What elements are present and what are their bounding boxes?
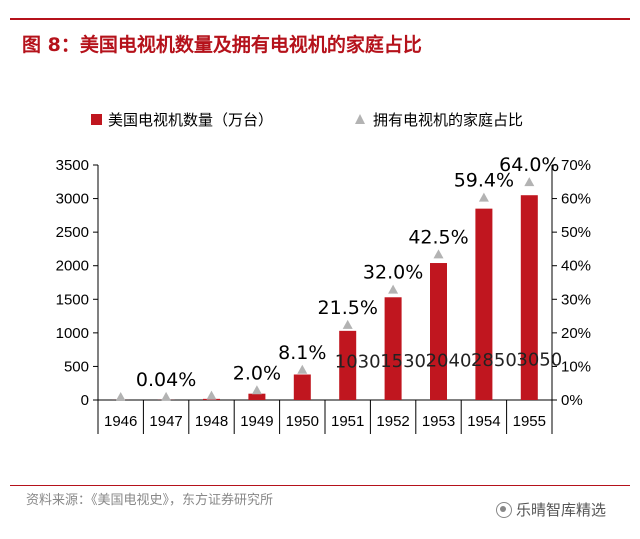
- share-data-label: 21.5%: [318, 297, 378, 319]
- data-labels: 0.04% 2.0%8.1% 21.5% 32.0% 42.5% 59.4%64.0% 10…: [136, 154, 562, 391]
- y-tick-label: 500: [64, 358, 89, 375]
- x-tick-label: 1947: [149, 413, 182, 430]
- x-tick-label: 1950: [286, 413, 319, 430]
- markers: [115, 177, 535, 401]
- y2-tick-label: 0%: [561, 392, 583, 409]
- y2-tick-label: 70%: [561, 157, 591, 174]
- y-tick-label: 3000: [56, 191, 89, 208]
- y2-tick-label: 20%: [561, 325, 591, 342]
- x-tick-label: 1949: [240, 413, 273, 430]
- x-tick-label: 1948: [195, 413, 228, 430]
- count-data-label: 2040: [426, 351, 472, 372]
- count-data-label: 1530: [380, 351, 426, 372]
- bars: [112, 195, 538, 400]
- bar: [384, 297, 402, 400]
- share-data-label: 2.0%: [233, 362, 281, 384]
- share-data-label: 32.0%: [363, 262, 423, 284]
- y-tick-label: 1500: [56, 291, 89, 308]
- count-data-label: 3050: [516, 350, 562, 371]
- count-data-label: 1030: [335, 352, 381, 373]
- share-data-label: 64.0%: [499, 154, 559, 176]
- share-marker: [206, 390, 217, 400]
- wechat-logo-icon: [496, 502, 512, 518]
- share-marker: [478, 192, 489, 202]
- x-tick-label: 1954: [467, 413, 500, 430]
- bar: [339, 330, 357, 400]
- legend: 美国电视机数量（万台） 拥有电视机的家庭占比: [91, 111, 523, 129]
- figure-title: 图 8：美国电视机数量及拥有电视机的家庭占比: [22, 34, 422, 56]
- bottom-rule: [10, 485, 630, 486]
- y-tick-label: 2000: [56, 258, 89, 275]
- bar: [430, 263, 447, 400]
- y2-tick-label: 50%: [561, 224, 591, 241]
- legend-bar-label: 美国电视机数量（万台）: [108, 111, 273, 129]
- share-data-label: 42.5%: [408, 226, 468, 248]
- share-marker: [433, 249, 444, 259]
- y-tick-label: 2500: [56, 224, 89, 241]
- share-marker: [388, 284, 399, 294]
- y-tick-label: 1000: [56, 325, 89, 342]
- bar: [475, 208, 493, 400]
- legend-marker-swatch: [355, 114, 365, 124]
- axes: 0 500 1000 1500 2000 2500 3000 3500 0% 10% 20% 30% 4…: [56, 157, 591, 434]
- x-tick-label: 1951: [331, 413, 364, 430]
- bar: [293, 374, 311, 400]
- x-tick-label: 1952: [376, 413, 409, 430]
- share-marker: [342, 319, 353, 329]
- share-data-label: 0.04%: [136, 369, 196, 391]
- x-tick-label: 1955: [513, 413, 546, 430]
- y2-tick-label: 30%: [561, 291, 591, 308]
- x-tick-label: 1946: [104, 413, 137, 430]
- x-tick-label: 1953: [422, 413, 455, 430]
- chart: 美国电视机数量（万台） 拥有电视机的家庭占比 0 500 1000 1500 2000 2…: [56, 111, 591, 434]
- share-marker: [161, 391, 172, 401]
- bar: [248, 393, 266, 400]
- share-marker: [251, 385, 262, 395]
- share-marker: [524, 177, 535, 187]
- y2-tick-label: 40%: [561, 258, 591, 275]
- y-tick-label: 0: [81, 392, 89, 409]
- bar: [520, 195, 538, 400]
- source-note: 资料来源：《美国电视史》，东方证券研究所: [26, 493, 274, 508]
- share-marker: [297, 364, 308, 374]
- top-rule: [10, 18, 630, 20]
- legend-bar-swatch: [91, 114, 102, 125]
- count-data-label: 2850: [471, 350, 517, 371]
- share-marker: [115, 392, 126, 401]
- share-data-label: 8.1%: [278, 342, 326, 364]
- share-data-label: 59.4%: [454, 170, 514, 192]
- y-tick-label: 3500: [56, 157, 89, 174]
- legend-marker-label: 拥有电视机的家庭占比: [373, 111, 523, 129]
- y2-tick-label: 60%: [561, 191, 591, 208]
- watermark-text: 乐晴智库精选: [516, 501, 607, 519]
- watermark: 乐晴智库精选: [496, 499, 606, 520]
- y2-tick-label: 10%: [561, 358, 591, 375]
